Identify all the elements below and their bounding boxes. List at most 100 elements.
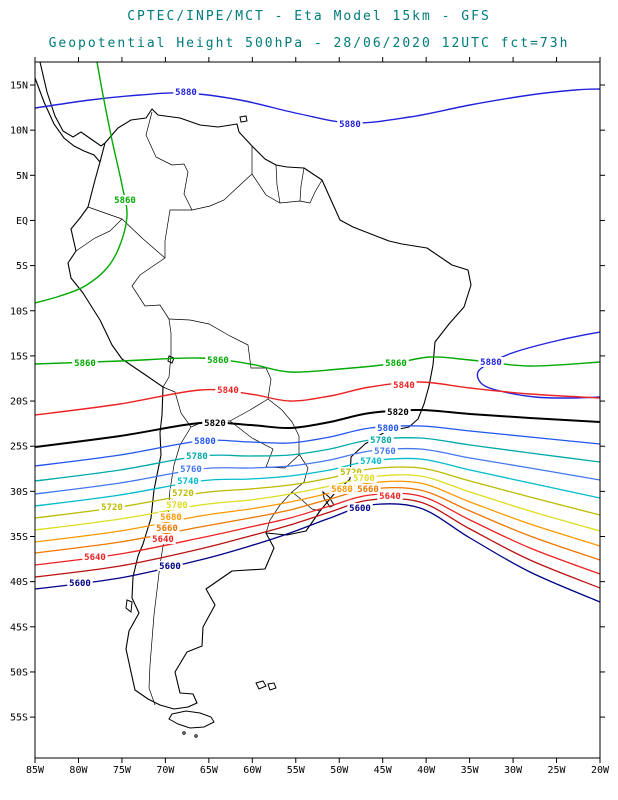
contour-label-box: [72, 358, 98, 368]
lat-axis-label: 10S: [10, 306, 28, 317]
contour-line-5740: [35, 457, 600, 507]
contour-label-5880: 5880: [175, 88, 197, 98]
contour-label-box: [391, 380, 417, 390]
lon-axis-label: 80W: [69, 765, 88, 776]
island-outline: [239, 115, 248, 123]
lat-axis-label: 45S: [10, 622, 28, 633]
contour-label-box: [385, 407, 411, 417]
contour-line-5700: [35, 474, 600, 532]
contour-label-box: [158, 512, 184, 522]
contour-label-box: [150, 534, 176, 544]
contour-label-box: [372, 446, 398, 456]
country-border: [168, 318, 272, 400]
contour-label-box: [478, 357, 504, 367]
country-border: [291, 453, 309, 493]
contour-label-5700: 5700: [166, 501, 188, 511]
lat-axis-label: 50S: [10, 667, 28, 678]
country-border: [145, 111, 193, 211]
lat-axis-label: 15N: [10, 81, 28, 92]
lat-axis-label: 25S: [10, 442, 28, 453]
islet: [194, 734, 198, 738]
contour-label-box: [157, 561, 183, 571]
contour-label-box: [192, 436, 218, 446]
lat-axis-label: 55S: [10, 713, 28, 724]
contour-line-5620: [35, 497, 600, 589]
contour-label-5720: 5720: [101, 503, 123, 513]
contour-label-5780: 5780: [186, 452, 208, 462]
contour-label-box: [337, 119, 363, 129]
contour-layer: [35, 62, 600, 603]
country-border: [309, 179, 323, 204]
contour-line-5800: [35, 425, 600, 467]
contour-label-5760: 5760: [374, 447, 396, 457]
map-title-line2: Geopotential Height 500hPa - 28/06/2020 …: [49, 36, 570, 51]
axes-layer: 15N 10N 5N EQ 5S 10S 15S 20S 25S 30S 35S 40S 45S 50S 5…: [10, 57, 610, 776]
country-border: [75, 218, 123, 252]
contour-label-box: [154, 523, 180, 533]
contour-line-5640: [35, 492, 600, 575]
lat-axis-label: 35S: [10, 532, 28, 543]
contour-label-5840: 5840: [217, 386, 239, 396]
country-border: [265, 491, 293, 534]
lon-axis-label: 65W: [200, 765, 219, 776]
contour-label-5740: 5740: [177, 477, 199, 487]
contour-line-5820: [35, 408, 600, 448]
geography-layer: [35, 62, 472, 738]
lat-axis-label: 5S: [16, 261, 28, 272]
contour-label-5640: 5640: [379, 492, 401, 502]
contour-label-5780: 5780: [370, 436, 392, 446]
country-border: [164, 209, 192, 258]
island-outline: [267, 682, 277, 691]
contour-label-5720: 5720: [340, 468, 362, 478]
contour-label-box: [99, 502, 125, 512]
contour-line-5780: [35, 437, 600, 482]
contour-label-box: [178, 464, 204, 474]
lat-axis-label: 20S: [10, 397, 28, 408]
country-border: [191, 146, 253, 211]
map-frame: [34, 61, 601, 759]
contour-line-5880: [35, 88, 600, 124]
contour-label-5600: 5600: [69, 579, 91, 589]
contour-label-5860: 5860: [74, 359, 96, 369]
contour-label-box: [368, 435, 394, 445]
contour-label-box: [338, 467, 364, 477]
lat-axis-label: 30S: [10, 487, 28, 498]
country-border: [251, 173, 311, 204]
contour-label-5860: 5860: [385, 359, 407, 369]
contour-line-5840: [35, 381, 600, 416]
contour-label-box: [375, 423, 401, 433]
contour-label-5860: 5860: [207, 356, 229, 366]
lat-axis-label: 15S: [10, 351, 28, 362]
coastline-central-america: [35, 77, 101, 163]
lon-axis-label: 55W: [287, 765, 306, 776]
contour-label-5760: 5760: [180, 465, 202, 475]
contour-label-box: [347, 503, 373, 513]
contour-line-5760: [35, 447, 600, 495]
contour-label-5820: 5820: [204, 419, 226, 429]
country-border: [267, 398, 300, 437]
lon-axis-label: 85W: [26, 765, 45, 776]
contour-line-5680: [35, 480, 600, 547]
lon-axis-label: 70W: [156, 765, 175, 776]
contour-label-box: [377, 491, 403, 501]
lat-axis-label: 10N: [10, 126, 28, 137]
contour-label-box: [215, 385, 241, 395]
lon-axis-label: 25W: [548, 765, 567, 776]
contour-label-box: [351, 473, 377, 483]
contour-label-box: [67, 578, 93, 588]
contour-label-5680: 5680: [331, 485, 353, 495]
country-border: [229, 398, 269, 422]
lon-axis-label: 40W: [417, 765, 436, 776]
contour-label-box: [173, 87, 199, 97]
coastline-central-america: [39, 62, 106, 147]
country-border: [299, 167, 305, 202]
contour-label-box: [358, 456, 384, 466]
contour-label-5820: 5820: [387, 408, 409, 418]
country-border: [87, 206, 123, 220]
contour-label-box: [355, 484, 381, 494]
contour-label-box: [205, 355, 231, 365]
contour-label-5600: 5600: [349, 504, 371, 514]
lon-axis-label: 35W: [461, 765, 480, 776]
